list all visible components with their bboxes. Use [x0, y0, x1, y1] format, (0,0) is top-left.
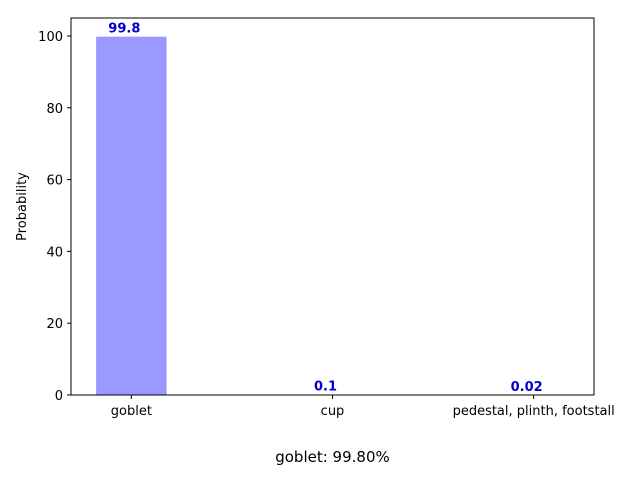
y-tick-label: 100	[38, 30, 63, 45]
x-tick-label: goblet	[111, 404, 152, 419]
x-tick-label: cup	[321, 404, 345, 419]
y-tick-label: 60	[46, 174, 63, 189]
bar-data-label: 0.1	[314, 380, 337, 395]
y-tick-label: 0	[55, 389, 63, 404]
x-tick-label: pedestal, plinth, footstall	[453, 404, 615, 419]
y-tick-label: 40	[46, 245, 63, 260]
bar-data-label: 0.02	[511, 380, 543, 395]
y-tick-label: 80	[46, 102, 63, 117]
bar	[96, 37, 166, 395]
y-tick-label: 20	[46, 317, 63, 332]
x-axis-label: goblet: 99.80%	[275, 448, 390, 466]
bar-data-label: 99.8	[108, 22, 140, 37]
y-axis-label: Probability	[15, 172, 30, 241]
